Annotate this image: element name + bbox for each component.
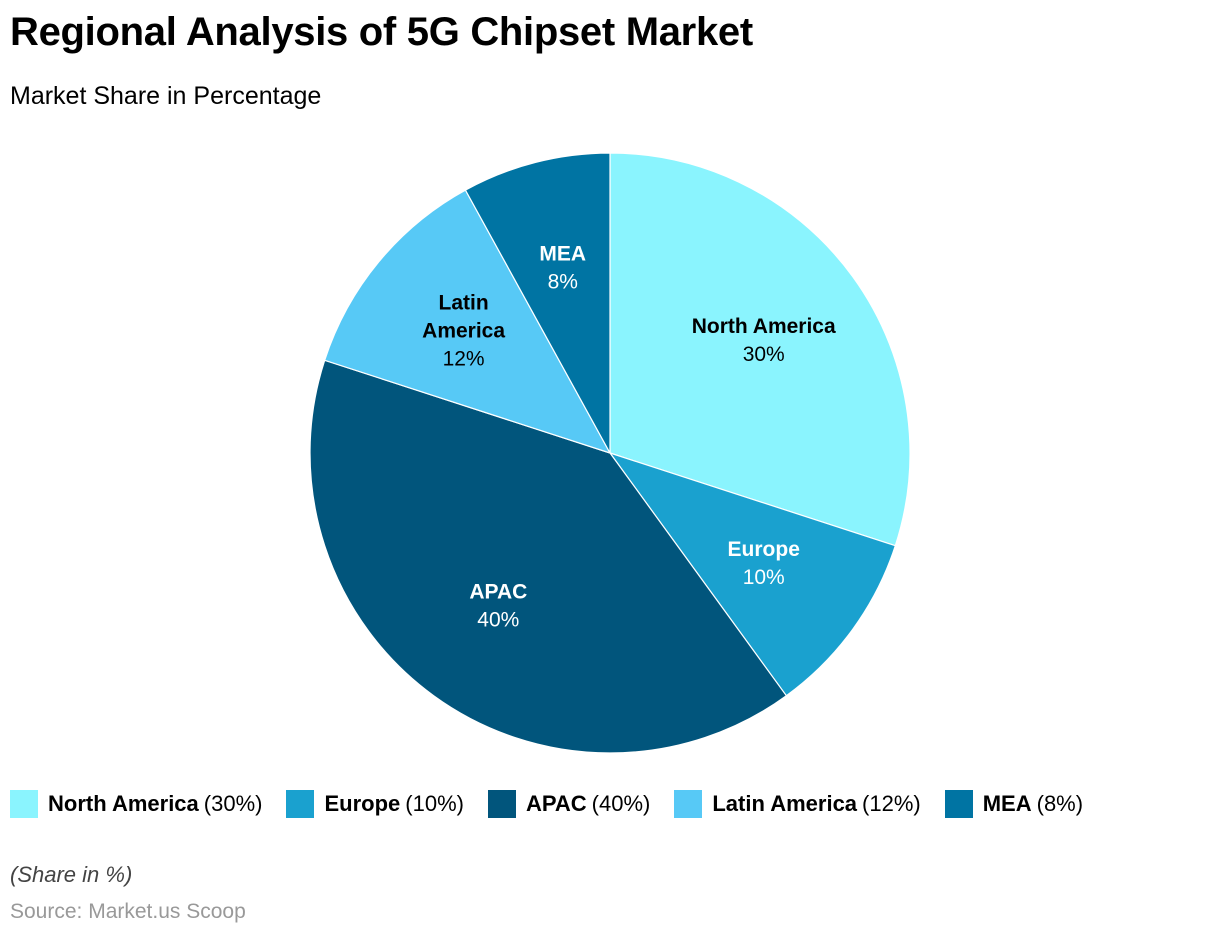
chart-note: (Share in %) <box>10 862 133 887</box>
legend-item-mea: MEA (8%) <box>944 790 1084 818</box>
legend-swatch <box>10 790 38 818</box>
legend-swatch <box>944 790 973 818</box>
slice-label-europe: Europe 10% <box>728 538 800 589</box>
pie-slices <box>309 152 911 754</box>
legend: North America (30%) Europe (10%) APAC (40%) La… <box>10 790 1107 818</box>
source-credit: Source: Market.us Scoop <box>10 900 246 923</box>
slice-labels: North America 30% Europe 10% APAC 40% Latin Ame… <box>422 243 836 632</box>
legend-swatch <box>286 790 315 818</box>
slice-label-latin-america: Latin America 12% <box>422 291 505 370</box>
legend-value: (8%) <box>1036 791 1084 816</box>
legend-label: APAC <box>525 791 587 816</box>
pie-slice-north-america <box>609 152 911 547</box>
legend-swatch <box>674 790 703 818</box>
slice-label-apac: APAC 40% <box>469 580 527 631</box>
legend-item-apac: APAC (40%) <box>487 790 651 818</box>
legend-value: (40%) <box>591 791 651 816</box>
legend-label: MEA <box>982 791 1032 816</box>
legend-label: Latin America <box>712 791 858 816</box>
pie-slice-apac <box>309 359 788 754</box>
chart-subtitle: Market Share in Percentage <box>10 82 322 110</box>
legend-value: (12%) <box>862 791 921 816</box>
chart-title: Regional Analysis of 5G Chipset Market <box>10 10 753 54</box>
slice-label-north-america: North America 30% <box>692 315 836 366</box>
legend-label: Europe <box>324 791 401 816</box>
legend-item-europe: Europe (10%) <box>286 790 464 818</box>
legend-value: (10%) <box>405 791 464 816</box>
pie-slice-europe <box>608 451 897 697</box>
slice-label-mea: MEA 8% <box>539 243 586 294</box>
pie-slice-latin-america <box>323 189 612 455</box>
legend-value: (30%) <box>203 791 263 816</box>
legend-item-north-america: North America (30%) <box>10 790 262 818</box>
legend-label: North America <box>48 791 199 816</box>
pie-chart: North America 30% Europe 10% APAC 40% Latin Ame… <box>309 152 911 754</box>
legend-swatch <box>487 790 516 818</box>
pie-slice-mea <box>464 152 611 454</box>
legend-item-latin-america: Latin America (12%) <box>674 790 921 818</box>
